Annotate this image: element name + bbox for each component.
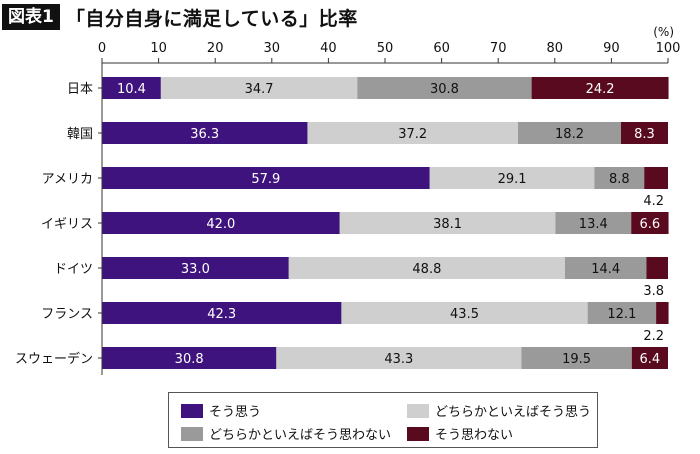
bar-segment [656, 302, 669, 324]
category-label: ドイツ [54, 262, 93, 277]
chart-title: 「自分自身に満足している」比率 [65, 7, 358, 30]
data-label: 2.2 [643, 329, 664, 344]
data-label: 8.8 [609, 172, 630, 187]
legend-item-disagree: そう思わない [407, 424, 513, 443]
legend-label-somewhat-agree: どちらかといえばそう思う [435, 405, 592, 420]
category-label: アメリカ [42, 172, 93, 187]
bar-segment [621, 122, 668, 144]
data-label: 43.3 [384, 352, 413, 367]
data-label: 6.4 [640, 352, 661, 367]
stacked-bar-chart: (%) 0 10 20 30 40 50 60 70 80 90 100 日本 10.4 34.7 30.8 2… [15, 25, 681, 375]
bar-segment [102, 122, 308, 144]
x-tick-label: 40 [320, 41, 337, 56]
data-label: 30.8 [430, 82, 459, 97]
x-tick-label: 90 [603, 41, 620, 56]
data-label: 19.5 [562, 352, 591, 367]
data-label: 30.8 [175, 352, 204, 367]
bar-segment [339, 212, 556, 234]
legend: そう思う どちらかといえばそう思う どちらかといえばそう思わない そう思わない [168, 392, 598, 448]
data-label: 12.1 [607, 307, 636, 322]
data-label: 38.1 [433, 217, 462, 232]
bar-segment [587, 302, 657, 324]
data-label: 13.4 [579, 217, 608, 232]
legend-item-agree: そう思う [181, 401, 261, 420]
x-tick-label: 80 [547, 41, 564, 56]
bar-segment [429, 167, 595, 189]
bar-segment [631, 212, 669, 234]
data-label: 42.0 [206, 217, 235, 232]
bar-segment [102, 167, 430, 189]
data-label: 36.3 [190, 127, 219, 142]
data-label: 34.7 [245, 82, 274, 97]
bar-segment [631, 347, 668, 369]
data-label: 42.3 [207, 307, 236, 322]
category-label: 日本 [67, 82, 93, 97]
bar-segment [307, 122, 519, 144]
bar-segment [276, 347, 522, 369]
bar-segment [102, 257, 289, 279]
bar-segment [341, 302, 588, 324]
category-label: イギリス [41, 217, 93, 232]
bar-segment [644, 167, 668, 189]
bar-segment [594, 167, 645, 189]
bar-segment [102, 212, 340, 234]
bar-segment [531, 77, 669, 99]
x-tick-label: 10 [150, 41, 167, 56]
bar-segment [102, 347, 277, 369]
data-label: 8.3 [634, 127, 655, 142]
bar-segment [646, 257, 668, 279]
data-label: 29.1 [498, 172, 527, 187]
data-label: 3.8 [643, 284, 664, 299]
category-label: スウェーデン [15, 351, 93, 367]
bar-segment [102, 77, 161, 99]
legend-swatch-somewhat-agree [407, 403, 429, 418]
data-label: 10.4 [117, 82, 146, 97]
legend-label-somewhat-disagree: どちらかといえばそう思わない [209, 428, 392, 443]
data-label: 18.2 [555, 127, 584, 142]
data-label: 4.2 [643, 194, 664, 209]
x-tick-label: 60 [433, 41, 450, 56]
legend-swatch-agree [181, 403, 203, 418]
legend-item-somewhat-agree: どちらかといえばそう思う [407, 401, 591, 420]
bar-segment [102, 302, 342, 324]
data-label: 57.9 [251, 172, 280, 187]
bar-segment [518, 122, 622, 144]
data-label: 37.2 [398, 127, 427, 142]
bar-segment [555, 212, 632, 234]
category-label: 韓国 [67, 127, 93, 142]
legend-swatch-disagree [407, 426, 429, 441]
data-label: 33.0 [181, 262, 210, 277]
bar-segment [564, 257, 647, 279]
data-label: 48.8 [412, 262, 441, 277]
x-tick-label: 100 [656, 41, 681, 56]
data-label: 24.2 [586, 82, 615, 97]
legend-item-somewhat-disagree: どちらかといえばそう思わない [181, 424, 391, 443]
data-label: 43.5 [450, 307, 479, 322]
data-label: 6.6 [640, 217, 661, 232]
x-tick-label: 50 [377, 41, 394, 56]
legend-label-agree: そう思う [209, 405, 262, 420]
x-tick-label: 30 [264, 41, 281, 56]
legend-swatch-somewhat-disagree [181, 426, 203, 441]
x-tick-label: 20 [207, 41, 224, 56]
bar-segment [288, 257, 565, 279]
category-label: フランス [41, 307, 93, 322]
unit-label: (%) [653, 25, 674, 39]
bar-segment [521, 347, 632, 369]
legend-label-disagree: そう思わない [435, 428, 514, 443]
title-row: 図表1 「自分自身に満足している」比率 [2, 2, 358, 32]
x-tick-label: 0 [98, 41, 106, 56]
bar-segment [160, 77, 358, 99]
figure-label: 図表1 [2, 4, 60, 30]
data-label: 14.4 [591, 262, 620, 277]
bar-segment [357, 77, 532, 99]
x-tick-label: 70 [490, 41, 507, 56]
